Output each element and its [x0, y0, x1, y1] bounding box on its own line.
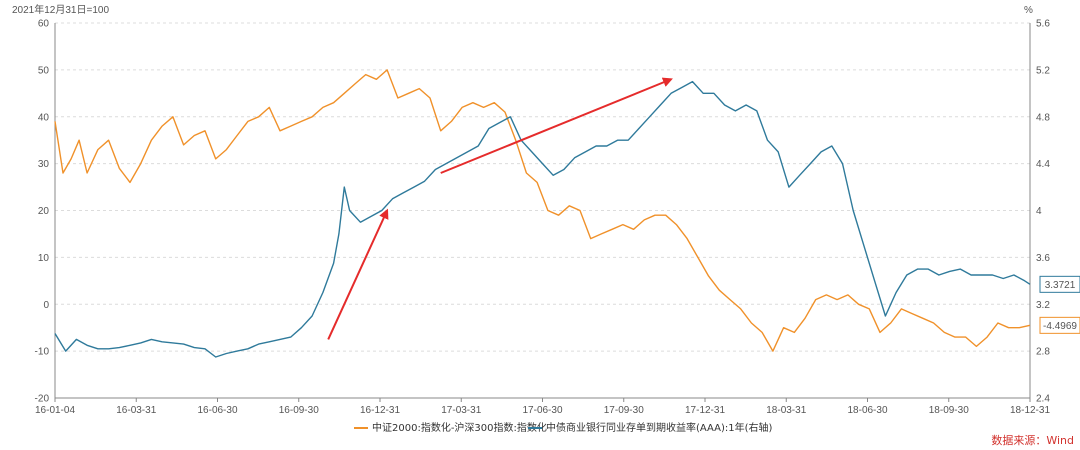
- series-line-csi2000-minus-hs300: [54, 69, 1031, 352]
- y-right-tick-label: 3.2: [1036, 300, 1050, 311]
- annotation-arrows: [327, 77, 673, 340]
- y-right-tick-label: 5.6: [1036, 19, 1050, 30]
- y-right-tick-label: 2.4: [1036, 394, 1050, 405]
- end-value-label: -4.4969: [1043, 321, 1077, 332]
- x-tick-label: 16-12-31: [360, 405, 400, 416]
- x-tick-label: 16-09-30: [279, 405, 319, 416]
- y-right-tick-label: 4.8: [1036, 112, 1050, 123]
- y-left-tick-label: -20: [35, 394, 50, 405]
- annotation-arrow: [327, 208, 389, 340]
- x-tick-label: 17-03-31: [441, 405, 481, 416]
- left-axis-note: 2021年12月31日=100: [12, 3, 109, 16]
- axes: [54, 23, 1031, 402]
- y-left-tick-label: 40: [38, 112, 50, 123]
- y-right-tick-label: 3.6: [1036, 253, 1050, 264]
- y-left-tick-label: 0: [43, 300, 49, 311]
- x-tick-label: 16-06-30: [197, 405, 237, 416]
- y-left-tick-label: 60: [38, 19, 50, 30]
- y-right-tick-label: 4: [1036, 206, 1042, 217]
- data-source-note: 数据来源：Wind: [991, 433, 1074, 447]
- x-tick-label: 18-09-30: [929, 405, 969, 416]
- series-layer: -4.4969 3.3721: [54, 69, 1080, 358]
- legend-label: 中债商业银行同业存单到期收益率(AAA):1年(右轴): [546, 421, 773, 434]
- x-tick-label: 17-09-30: [604, 405, 644, 416]
- legend: 中证2000:指数化-沪深300指数:指数化 中债商业银行同业存单到期收益率(AA…: [354, 421, 773, 434]
- series-line-ncd-yield-1y: [54, 80, 1031, 358]
- y-left-tick-label: -10: [35, 347, 50, 358]
- right-axis-unit: %: [1024, 5, 1033, 16]
- x-tick-label: 18-03-31: [766, 405, 806, 416]
- y-left-tick-label: 20: [38, 206, 50, 217]
- y-left-tick-label: 30: [38, 159, 50, 170]
- annotation-arrow: [440, 77, 673, 174]
- y-left-tick-label: 50: [38, 65, 50, 76]
- x-tick-label: 18-06-30: [847, 405, 887, 416]
- x-tick-label: 17-06-30: [522, 405, 562, 416]
- axis-labels: -20 -10 0 10 20 30 40 50 60 2.4 2.8 3.2 3.6 4 4.4 4.8 5.…: [35, 19, 1051, 417]
- end-value-tag: 3.3721: [1039, 275, 1080, 293]
- end-value-box: [1039, 316, 1080, 334]
- y-left-tick-label: 10: [38, 253, 50, 264]
- end-value-label: 3.3721: [1045, 280, 1076, 291]
- legend-label: 中证2000:指数化-沪深300指数:指数化: [372, 421, 547, 434]
- end-value-box: [1039, 275, 1080, 293]
- grid-lines: [55, 22, 1030, 399]
- x-tick-label: 16-03-31: [116, 405, 156, 416]
- y-right-tick-label: 5.2: [1036, 65, 1050, 76]
- y-right-tick-label: 2.8: [1036, 347, 1050, 358]
- x-tick-label: 17-12-31: [685, 405, 725, 416]
- y-right-tick-label: 4.4: [1036, 159, 1050, 170]
- end-value-tag: -4.4969: [1039, 316, 1080, 334]
- x-tick-label: 16-01-04: [35, 405, 75, 416]
- x-tick-label: 18-12-31: [1010, 405, 1050, 416]
